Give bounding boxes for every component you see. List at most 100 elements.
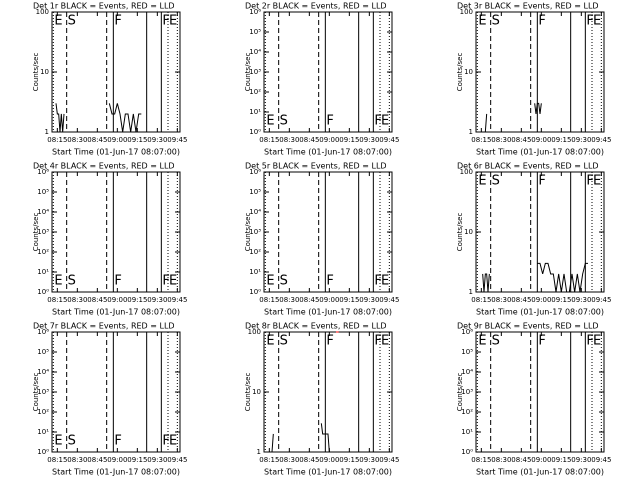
marker-label: E [478, 334, 486, 349]
y-tick-label: 10⁶ [37, 328, 49, 336]
x-tick-label: 09:45 [167, 456, 187, 464]
marker-label: F [326, 114, 333, 129]
marker-label: F [374, 274, 381, 289]
y-tick-label: 10³ [249, 228, 261, 236]
y-tick-label: 10 [464, 228, 473, 236]
marker-label: S [492, 174, 500, 189]
marker-label: F [162, 434, 169, 449]
marker-label: E [381, 334, 389, 349]
y-tick-label: 100 [460, 168, 473, 176]
panel: Det 2r BLACK = Events, RED = LLD Counts/s… [244, 2, 399, 157]
x-tick-label: 08:30 [67, 456, 87, 464]
y-tick-label: 10⁰ [249, 288, 261, 296]
y-tick-label: 10⁵ [37, 188, 49, 196]
y-tick-label: 10⁵ [249, 28, 261, 36]
x-tick-label: 09:15 [551, 456, 571, 464]
panel: Det 8r BLACK = Events, RED = LLD Counts/s… [244, 322, 399, 477]
marker-label: F [538, 174, 545, 189]
panel: Det 5r BLACK = Events, RED = LLD Counts/s… [244, 162, 399, 317]
marker-label: E [381, 274, 389, 289]
marker-label: F [586, 14, 593, 29]
marker-label: F [586, 334, 593, 349]
marker-label: E [266, 114, 274, 129]
x-tick-label: 08:45 [511, 136, 531, 144]
y-tick-label: 10² [461, 408, 473, 416]
marker-label: E [266, 334, 274, 349]
x-tick-label: 08:45 [299, 136, 319, 144]
x-tick-label: 08:45 [87, 456, 107, 464]
marker-label: S [492, 14, 500, 29]
x-tick-label: 08:30 [491, 136, 511, 144]
y-tick-label: 10¹ [37, 428, 49, 436]
y-tick-label: 10³ [249, 68, 261, 76]
panel-title: Det 5r BLACK = Events, RED = LLD [245, 162, 387, 171]
marker-label: E [169, 434, 177, 449]
y-axis-label: Counts/sec [32, 213, 40, 252]
y-tick-label: 100 [460, 8, 473, 16]
marker-label: E [593, 334, 601, 349]
panel: Det 4r BLACK = Events, RED = LLD Counts/s… [32, 162, 187, 317]
marker-label: E [54, 14, 62, 29]
y-tick-label: 10⁴ [37, 368, 49, 376]
x-tick-label: 08:30 [491, 456, 511, 464]
x-tick-label: 08:30 [67, 296, 87, 304]
marker-label: F [374, 114, 381, 129]
y-tick-label: 1 [45, 128, 49, 136]
x-tick-label: 09:30 [571, 136, 591, 144]
x-axis-label: Start Time (01-Jun-17 08:07:00) [52, 148, 180, 157]
x-tick-label: 09:30 [359, 456, 379, 464]
x-tick-label: 08:15 [47, 296, 67, 304]
marker-label: F [114, 274, 121, 289]
marker-label: E [381, 114, 389, 129]
x-tick-label: 08:30 [67, 136, 87, 144]
y-tick-label: 10⁰ [461, 448, 473, 456]
panel: Det 7r BLACK = Events, RED = LLD Counts/s… [32, 322, 187, 477]
x-tick-label: 09:30 [571, 456, 591, 464]
marker-label: F [162, 274, 169, 289]
y-tick-label: 10³ [37, 228, 49, 236]
y-tick-label: 100 [248, 328, 261, 336]
y-tick-label: 1 [469, 128, 473, 136]
marker-label: F [114, 14, 121, 29]
marker-label: E [593, 174, 601, 189]
panel: Det 9r BLACK = Events, RED = LLD Counts/s… [456, 322, 611, 477]
x-tick-label: 08:30 [279, 136, 299, 144]
panel-title: Det 6r BLACK = Events, RED = LLD [457, 162, 599, 171]
x-tick-label: 09:45 [167, 136, 187, 144]
x-tick-label: 09:30 [147, 456, 167, 464]
x-tick-label: 08:45 [511, 456, 531, 464]
marker-label: F [586, 174, 593, 189]
x-tick-label: 08:45 [299, 456, 319, 464]
y-tick-label: 10⁵ [249, 188, 261, 196]
x-axis-label: Start Time (01-Jun-17 08:07:00) [476, 468, 604, 477]
y-tick-label: 10⁶ [249, 8, 261, 16]
x-tick-label: 08:45 [299, 296, 319, 304]
marker-label: E [478, 14, 486, 29]
y-tick-label: 10⁵ [37, 348, 49, 356]
x-tick-label: 09:15 [127, 456, 147, 464]
y-axis-label: Counts/sec [456, 373, 464, 412]
y-tick-label: 10⁵ [461, 348, 473, 356]
x-tick-label: 09:45 [379, 456, 399, 464]
x-tick-label: 09:45 [379, 136, 399, 144]
data-line [482, 262, 588, 293]
panel-title: Det 8r BLACK = Events, RED = LLD [245, 322, 387, 331]
x-tick-label: 08:15 [47, 456, 67, 464]
x-tick-label: 09:30 [147, 296, 167, 304]
y-tick-label: 10² [249, 88, 261, 96]
x-tick-label: 09:00 [531, 456, 551, 464]
panel-title: Det 3r BLACK = Events, RED = LLD [457, 2, 599, 11]
x-tick-label: 09:00 [319, 136, 339, 144]
x-tick-label: 09:00 [531, 136, 551, 144]
marker-label: E [54, 434, 62, 449]
y-tick-label: 10¹ [37, 268, 49, 276]
marker-label: F [114, 434, 121, 449]
x-tick-label: 09:15 [551, 136, 571, 144]
y-tick-label: 10¹ [249, 268, 261, 276]
y-tick-label: 1 [257, 448, 261, 456]
panel: Det 1r BLACK = Events, RED = LLD Counts/s… [32, 2, 187, 157]
x-tick-label: 09:15 [127, 136, 147, 144]
panel-title: Det 1r BLACK = Events, RED = LLD [33, 2, 175, 11]
x-tick-label: 08:15 [259, 456, 279, 464]
